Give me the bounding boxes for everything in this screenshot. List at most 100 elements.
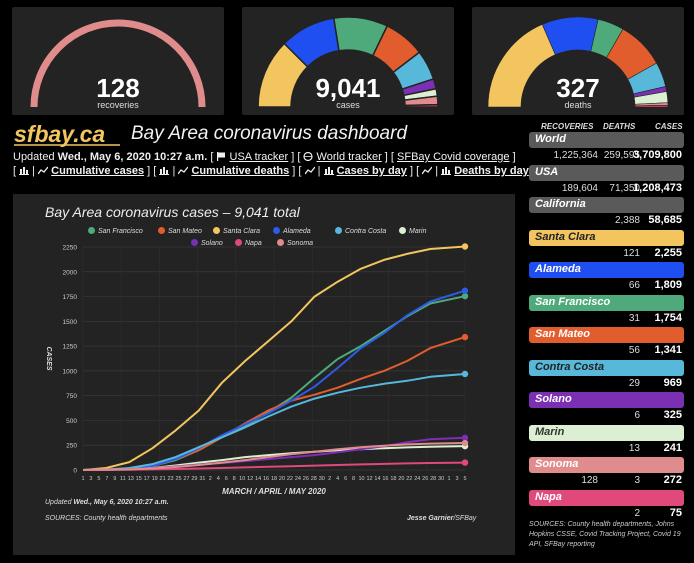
legend-item-san-francisco[interactable]: San Francisco [88, 227, 143, 235]
region-stats: 189,604 71,350 1,208,473 [529, 181, 684, 196]
deaths-by-day-link[interactable]: Deaths by day [454, 165, 529, 177]
cases-by-day-link[interactable]: Cases by day [336, 165, 407, 177]
region-stats: 56 1,341 [529, 343, 684, 358]
legend-item-alameda[interactable]: Alameda [273, 227, 311, 235]
x-tick-label: 25 [175, 476, 181, 482]
legend-label: Solano [201, 240, 223, 247]
region-row-napa: Napa 2 75 [529, 489, 684, 521]
deaths-label: deaths [564, 100, 592, 110]
region-name: Alameda [529, 262, 684, 278]
legend-swatch [399, 227, 406, 234]
x-tick-label: 2 [328, 476, 331, 482]
series-endpoint-alameda[interactable] [461, 287, 469, 294]
deaths-gauge: 327 deaths [472, 7, 684, 115]
series-endpoint-san-francisco[interactable] [461, 292, 469, 300]
recoveries-gauge-arc [30, 19, 206, 108]
x-tick-label: 6 [344, 476, 347, 482]
bar-chart-icon [19, 166, 30, 175]
series-endpoint-solano[interactable] [461, 434, 469, 441]
header-recoveries: RECOVERIES [541, 122, 594, 131]
cumulative-cases-link[interactable]: Cumulative cases [51, 165, 145, 177]
deaths-count: 71,350 [609, 182, 640, 194]
usa-tracker-link[interactable]: USA tracker [229, 151, 289, 163]
legend-label: Napa [245, 240, 262, 247]
x-tick-label: 14 [255, 476, 261, 482]
line-chart-icon [37, 166, 49, 175]
recoveries-value: 128 [96, 73, 140, 103]
x-tick-label: 29 [191, 476, 197, 482]
cases-gauge-arc [257, 16, 439, 108]
region-name: Napa [529, 489, 684, 506]
x-tick-label: 5 [97, 476, 100, 482]
legend-label: San Francisco [98, 228, 143, 235]
x-tick-label: 31 [199, 476, 205, 482]
legend-label: Contra Costa [345, 228, 387, 235]
cases-count: 969 [663, 376, 682, 389]
x-tick-label: 26 [422, 476, 428, 482]
y-tick-label: 1500 [63, 319, 78, 326]
cases-value: 9,041 [315, 73, 381, 103]
series-endpoint-san-mateo[interactable] [461, 333, 469, 341]
cases-count: 241 [663, 441, 682, 454]
x-tick-label: 6 [225, 476, 228, 482]
series-endpoint-sonoma[interactable] [461, 439, 469, 447]
sfbay-logo[interactable]: sfbay.ca [12, 121, 124, 147]
recoveries-count: 128 [581, 475, 598, 486]
cases-chart-panel: Bay Area coronavirus cases – 9,041 total… [13, 194, 515, 555]
series-line-alameda[interactable] [82, 289, 466, 471]
cases-count: 2,255 [654, 246, 682, 259]
x-tick-label: 7 [105, 476, 108, 482]
x-tick-label: 19 [152, 476, 158, 482]
x-tick-label: 9 [113, 476, 116, 482]
legend-item-solano[interactable]: Solano [191, 239, 223, 247]
y-tick-label: 250 [66, 443, 77, 450]
x-tick-label: 4 [217, 476, 220, 482]
region-name: World [529, 132, 684, 148]
y-tick-label: 1000 [63, 368, 78, 375]
x-tick-label: 23 [167, 476, 173, 482]
legend-item-san-mateo[interactable]: San Mateo [158, 227, 202, 235]
world-tracker-link[interactable]: World tracker [316, 151, 382, 163]
legend-label: San Mateo [168, 228, 202, 235]
deaths-gauge-arc [487, 16, 669, 108]
x-tick-label: 15 [136, 476, 142, 482]
region-row-california: California 2,388 58,685 [529, 197, 684, 228]
legend-label: Sonoma [287, 240, 314, 247]
series-line-contra-costa[interactable] [82, 373, 466, 471]
x-tick-label: 1 [448, 476, 451, 482]
series-line-sonoma[interactable] [82, 442, 466, 471]
region-stats: 2 75 [529, 506, 684, 521]
x-tick-label: 11 [120, 476, 126, 482]
line-chart-icon [304, 166, 316, 175]
deaths-count: 2,388 [614, 215, 640, 226]
cumulative-deaths-link[interactable]: Cumulative deaths [191, 165, 290, 177]
deaths-count: 31 [628, 312, 640, 324]
sfbay-coverage-link[interactable]: SFBay Covid coverage [397, 151, 510, 163]
legend-item-napa[interactable]: Napa [235, 239, 262, 247]
region-stats: 31 1,754 [529, 311, 684, 326]
x-tick-label: 8 [352, 476, 355, 482]
legend-item-marin[interactable]: Marin [399, 227, 427, 235]
x-tick-label: 10 [358, 476, 364, 482]
series-endpoint-contra-costa[interactable] [461, 370, 469, 378]
legend-item-contra-costa[interactable]: Contra Costa [335, 227, 386, 235]
cases-count: 325 [663, 409, 682, 421]
legend-swatch [158, 227, 165, 234]
cases-count: 1,341 [654, 344, 682, 356]
legend-item-santa-clara[interactable]: Santa Clara [213, 227, 260, 235]
legend-item-sonoma[interactable]: Sonoma [277, 239, 313, 247]
x-tick-label: 24 [414, 476, 420, 482]
page-title: Bay Area coronavirus dashboard [131, 123, 408, 144]
x-tick-label: 18 [390, 476, 396, 482]
updated-prefix: Updated [13, 151, 55, 163]
y-tick-label: 1250 [63, 344, 78, 351]
series-endpoint-napa[interactable] [461, 459, 469, 466]
recoveries-label: recoveries [97, 100, 139, 110]
x-tick-label: 16 [263, 476, 269, 482]
svg-text:sfbay.ca: sfbay.ca [14, 121, 105, 147]
series-line-santa-clara[interactable] [82, 245, 466, 471]
x-tick-label: 24 [295, 476, 301, 482]
chart-footer-updated-prefix: Updated [45, 499, 72, 506]
chart-title: Bay Area coronavirus cases – 9,041 total [45, 204, 300, 220]
series-endpoint-santa-clara[interactable] [461, 243, 469, 250]
